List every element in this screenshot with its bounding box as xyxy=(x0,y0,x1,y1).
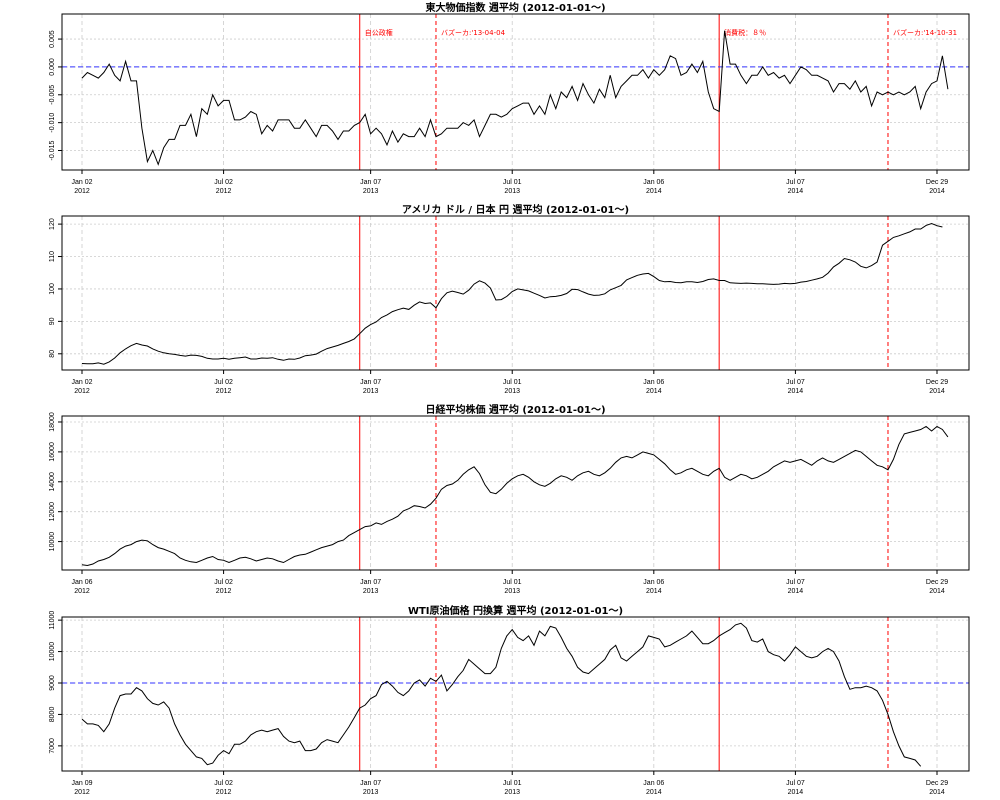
x-tick-label: Jan 07 xyxy=(360,780,381,787)
x-tick-year-label: 2014 xyxy=(929,388,945,395)
y-tick-label: 10000 xyxy=(49,532,56,552)
x-tick-label: Jul 07 xyxy=(786,379,805,386)
x-tick-year-label: 2013 xyxy=(504,188,520,195)
plot-frame xyxy=(61,616,970,772)
x-tick-year-label: 2013 xyxy=(363,188,379,195)
x-tick-label: Jan 02 xyxy=(71,379,92,386)
event-label: バズーカ:'13-04-04 xyxy=(441,28,506,37)
y-tick-label: 12000 xyxy=(49,502,56,522)
x-tick-year-label: 2013 xyxy=(504,588,520,595)
x-tick-year-label: 2012 xyxy=(74,588,90,595)
y-tick-label: 80 xyxy=(49,350,56,358)
event-label: 自公政権 xyxy=(365,28,393,37)
y-tick-label: 14000 xyxy=(49,472,56,492)
chart-panel-3: 10000 12000 14000 16000 18000 Jan 06 2012 Jul 0… xyxy=(49,403,970,595)
x-tick-label: Jan 07 xyxy=(360,379,381,386)
y-tick-label: 11000 xyxy=(49,611,56,630)
series-line xyxy=(81,425,949,567)
chart-title: WTI原油価格 円換算 週平均 (2012-01-01〜) xyxy=(408,604,623,617)
x-tick-label: Jul 02 xyxy=(214,579,233,586)
y-tick-label: 100 xyxy=(49,283,56,295)
x-tick-label: Jul 02 xyxy=(214,780,233,787)
y-tick-label: 0.000 xyxy=(49,58,56,76)
y-tick-label: 8000 xyxy=(49,707,56,723)
x-tick-label: Jan 09 xyxy=(71,780,92,787)
x-tick-year-label: 2013 xyxy=(363,388,379,395)
x-tick-year-label: 2013 xyxy=(504,789,520,796)
x-tick-year-label: 2012 xyxy=(216,188,232,195)
x-tick-year-label: 2014 xyxy=(788,188,804,195)
x-tick-year-label: 2014 xyxy=(646,789,662,796)
x-tick-label: Jul 02 xyxy=(214,379,233,386)
x-tick-year-label: 2014 xyxy=(646,388,662,395)
x-tick-year-label: 2014 xyxy=(788,789,804,796)
plot-frame xyxy=(61,415,970,571)
x-tick-year-label: 2012 xyxy=(216,388,232,395)
y-tick-label: -0.015 xyxy=(49,140,56,160)
y-tick-label: 18000 xyxy=(49,412,56,432)
x-tick-year-label: 2014 xyxy=(929,588,945,595)
y-tick-label: 110 xyxy=(49,251,56,262)
y-tick-label: 0.005 xyxy=(49,30,56,48)
series-line xyxy=(81,30,949,166)
x-tick-label: Jan 06 xyxy=(71,579,92,586)
x-tick-year-label: 2012 xyxy=(74,789,90,796)
x-tick-label: Jan 06 xyxy=(643,179,664,186)
x-tick-label: Jul 07 xyxy=(786,579,805,586)
x-tick-label: Jan 02 xyxy=(71,179,92,186)
plot-frame xyxy=(61,13,970,171)
y-tick-label: -0.010 xyxy=(49,113,56,133)
x-tick-label: Dec 29 xyxy=(926,179,948,186)
x-tick-year-label: 2014 xyxy=(788,388,804,395)
x-tick-year-label: 2014 xyxy=(646,588,662,595)
event-label: 消費税：８％ xyxy=(724,28,766,37)
chart-panel-1: 自公政権 バズーカ:'13-04-04 消費税：８％ バズーカ:'14-10-31 0.… xyxy=(49,1,970,195)
x-tick-year-label: 2013 xyxy=(363,588,379,595)
y-tick-label: 16000 xyxy=(49,442,56,462)
series-line xyxy=(81,622,922,767)
x-tick-label: Dec 29 xyxy=(926,579,948,586)
x-tick-label: Dec 29 xyxy=(926,780,948,787)
y-tick-label: 90 xyxy=(49,317,56,325)
x-tick-label: Jul 07 xyxy=(786,179,805,186)
series-line xyxy=(81,222,943,365)
x-tick-label: Jan 06 xyxy=(643,379,664,386)
x-tick-label: Dec 29 xyxy=(926,379,948,386)
x-tick-label: Jul 01 xyxy=(503,780,522,787)
x-tick-year-label: 2013 xyxy=(363,789,379,796)
chart-title: 東大物価指数 週平均 (2012-01-01〜) xyxy=(425,1,605,14)
x-tick-year-label: 2012 xyxy=(216,588,232,595)
x-tick-year-label: 2014 xyxy=(646,188,662,195)
x-tick-label: Jan 06 xyxy=(643,780,664,787)
chart-panel-2: 80 90 100 110 120 Jan 02 2012 Jul 02 2012 Jan 07 2… xyxy=(49,203,970,395)
plot-frame xyxy=(61,215,970,371)
x-tick-label: Jul 02 xyxy=(214,179,233,186)
x-tick-year-label: 2012 xyxy=(74,188,90,195)
chart-panel-4: 7000 8000 9000 10000 11000 Jan 09 2012 Jul 02 20… xyxy=(49,604,970,796)
x-tick-label: Jan 07 xyxy=(360,179,381,186)
x-tick-label: Jan 06 xyxy=(643,579,664,586)
y-tick-label: 120 xyxy=(49,218,56,230)
x-tick-label: Jul 01 xyxy=(503,379,522,386)
x-tick-label: Jan 07 xyxy=(360,579,381,586)
event-label: バズーカ:'14-10-31 xyxy=(893,28,957,37)
x-tick-year-label: 2014 xyxy=(788,588,804,595)
x-tick-year-label: 2012 xyxy=(74,388,90,395)
y-tick-label: 10000 xyxy=(49,642,56,662)
x-tick-label: Jul 07 xyxy=(786,780,805,787)
y-tick-label: -0.005 xyxy=(49,85,56,105)
x-tick-label: Jul 01 xyxy=(503,579,522,586)
x-tick-label: Jul 01 xyxy=(503,179,522,186)
x-tick-year-label: 2013 xyxy=(504,388,520,395)
y-tick-label: 9000 xyxy=(49,675,56,691)
x-tick-year-label: 2014 xyxy=(929,789,945,796)
chart-title: 日経平均株価 週平均 (2012-01-01〜) xyxy=(425,403,605,416)
y-tick-label: 7000 xyxy=(49,738,56,754)
x-tick-year-label: 2012 xyxy=(216,789,232,796)
chart-title: アメリカ ドル / 日本 円 週平均 (2012-01-01〜) xyxy=(402,203,629,216)
x-tick-year-label: 2014 xyxy=(929,188,945,195)
